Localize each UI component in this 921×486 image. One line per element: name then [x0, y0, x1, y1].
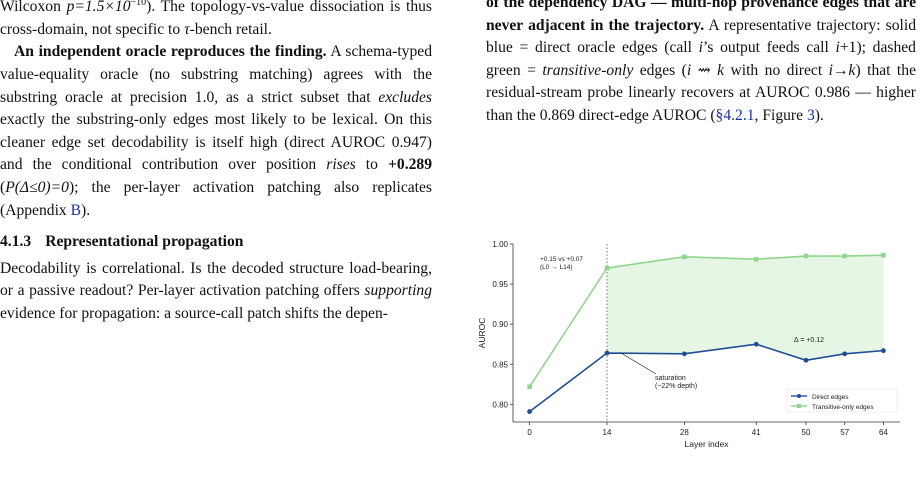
x-tick-label: 50 [802, 428, 811, 437]
gap-fill-region [606, 255, 884, 361]
transitive-series-point [881, 252, 886, 258]
transitive-series-point [803, 253, 809, 259]
transitive-series-point [527, 384, 532, 390]
direct-series-point [604, 350, 610, 356]
x-axis-label: Layer index [685, 439, 730, 449]
right-column: of the dependency DAG — multi-hop proven… [486, 0, 916, 128]
legend-box [786, 388, 898, 413]
transitive-series-point [604, 265, 610, 271]
x-tick-label: 41 [752, 428, 761, 437]
figure-link[interactable]: 3 [806, 106, 815, 124]
annotation-saturation-sub: (~22% depth) [655, 383, 697, 390]
auroc-chart: 0.80 0.85 0.90 0.95 1.00 0 14 28 41 50 57 64 Layer i… [477, 240, 900, 449]
transitive-series-point [682, 254, 687, 260]
annotation-delta: Δ = +0.12 [794, 337, 824, 344]
legend-direct-marker [797, 394, 801, 398]
y-tick-label: 0.85 [492, 360, 508, 369]
x-tick-label: 14 [603, 428, 612, 437]
direct-series-point [681, 351, 687, 357]
legend-transitive-label: Transitive-only edges [812, 404, 874, 411]
direct-series-point [527, 409, 532, 414]
paragraph-propagation: Decodability is correlational. Is the de… [0, 259, 432, 322]
paragraph-independent-oracle: An independent oracle reproduces the fin… [0, 43, 432, 219]
section-link[interactable]: §4.2.1 [715, 106, 755, 124]
figure-caption: of the dependency DAG — multi-hop proven… [486, 0, 916, 124]
annotation-gain: +0.15 vs +0.07 [540, 256, 583, 263]
y-tick-label: 0.90 [492, 320, 508, 329]
legend-transitive-marker [797, 404, 801, 408]
x-tick-label: 0 [527, 428, 532, 437]
annotation-saturation: saturation [655, 375, 686, 382]
direct-series-point [842, 351, 848, 357]
direct-series-point [881, 348, 886, 354]
y-tick-label: 0.80 [492, 400, 508, 409]
appendix-link[interactable]: B [70, 201, 81, 219]
x-tick-label: 28 [680, 428, 689, 437]
legend-direct-label: Direct edges [812, 394, 849, 401]
y-axis-label: AUROC [477, 318, 487, 349]
direct-series-point [753, 341, 759, 347]
y-tick-label: 0.95 [492, 280, 508, 289]
x-tick-label: 64 [879, 428, 888, 437]
section-heading: 4.1.3 Representational propagation [0, 233, 244, 251]
transitive-series-point [753, 256, 759, 262]
transitive-series-point [842, 253, 848, 259]
y-tick-label: 1.00 [492, 240, 508, 249]
annotation-gain-sub: (L0 → L14) [540, 264, 573, 271]
direct-series-point [803, 357, 809, 363]
paragraph-cross-domain: Wilcoxon p=1.5×10−10). The topology-vs-v… [0, 0, 433, 38]
annotation-arrow [620, 352, 657, 375]
x-tick-label: 57 [840, 428, 849, 437]
left-column: Wilcoxon p=1.5×10−10). The topology-vs-v… [0, 0, 432, 326]
